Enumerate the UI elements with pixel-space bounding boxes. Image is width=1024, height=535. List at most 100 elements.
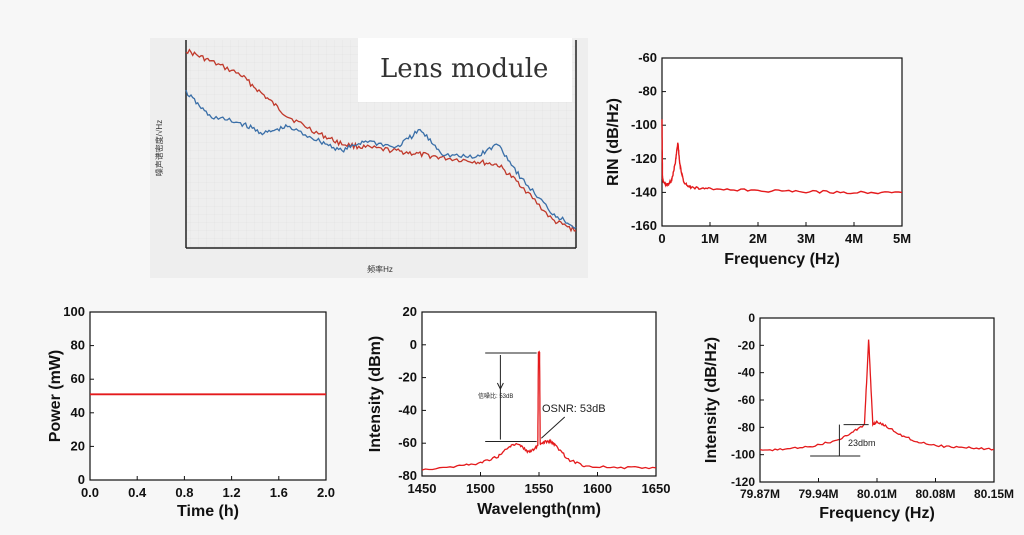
osa-data-point [457,466,458,467]
power-x-tick-label: 1.2 [223,485,241,500]
rf-data-point [876,421,877,422]
rin-x-tick-label: 5M [893,231,911,246]
rf-x-tick-label: 79.94M [798,487,838,501]
osa-y-tick-label: 0 [410,337,417,352]
rf-data-point [835,440,836,441]
rf-data-point [759,450,760,451]
osa-x-label: Wavelength(nm) [477,501,601,518]
rf-x-tick-label: 80.15M [974,487,1014,501]
rin-data-point [666,185,667,186]
osa-data-point [655,467,656,468]
rin-data-point [663,182,664,183]
rin-data-point [661,120,662,121]
noise-data-point [396,147,397,148]
power-y-tick-label: 20 [71,438,85,453]
rf-y-label: Intensity (dB/Hz) [703,337,720,463]
osa-data-point [517,443,518,444]
noise-data-point [474,157,475,158]
rin-data-point [853,192,854,193]
osa-series-spectrum-line [421,350,657,471]
rin-frame [661,57,903,227]
osa-data-point [568,459,569,460]
rf-data-point [784,449,785,450]
noise-series-blue-line [185,89,577,230]
power-data-point [325,394,326,395]
rf-data-point [885,425,886,426]
noise-data-point [185,91,186,92]
osa-y-tick-label: -60 [398,435,417,450]
rf-data-point [901,435,902,436]
spectrum-chart: 1450 1500 1550 1600 1650 -80 -60 -40 -20 0 20 Wavel… [360,300,670,530]
rin-y-label: RIN (dB/Hz) [605,98,622,186]
rin-x-tick-label: 2M [749,231,767,246]
noise-data-point [209,116,210,117]
osa-data-point [537,444,538,445]
osa-y-tick-label: -80 [398,468,417,483]
noise-data-point [209,60,210,61]
noise-data-point [318,140,319,141]
rin-data-point [709,188,710,189]
osa-data-point [421,469,422,470]
rf-spectrum-svg: 79.87M 79.94M 80.01M 80.08M 80.15M -120 -100 -8… [703,311,1014,522]
lens-module-label: Lens module [380,54,549,84]
power-chart: 0.0 0.4 0.8 1.2 1.6 2.0 0 20 40 60 80 100 Time (h) Po… [40,300,340,530]
rin-x-tick-label: 3M [797,231,815,246]
osa-data-point [585,466,586,467]
power-y-tick-label: 60 [71,371,85,386]
osa-y-label: Intensity (dBm) [367,336,384,452]
rf-y-tick-label: -20 [738,338,756,352]
rf-y-tick-label: -100 [731,448,755,462]
osa-x-tick-label: 1600 [583,481,612,496]
noise-data-point [263,95,264,96]
rf-series-rf-line [759,339,995,452]
rin-y-tick-label: -60 [638,50,657,65]
osnr-leader-line [541,416,566,439]
rin-x-tick-label: 0 [658,231,665,246]
rin-data-point [671,180,672,181]
power-x-label: Time (h) [177,503,239,520]
power-data-point [89,394,90,395]
noise-data-point [185,50,186,51]
rin-chart: 0 1M 2M 3M 4M 5M -160 -140 -120 -100 -80 -60 Frequen… [590,40,920,280]
spectrum-svg: 1450 1500 1550 1600 1650 -80 -60 -40 -20 0 20 Wavel… [367,304,670,518]
rin-data-point [675,162,676,163]
osnr-arrow-head [496,382,504,391]
rin-x-label: Frequency (Hz) [724,251,840,268]
noise-data-point [396,150,397,151]
noise-y-label: 噪声谱密度/√Hz [154,120,164,176]
noise-data-point [474,161,475,162]
osa-data-point [534,449,535,450]
power-x-tick-label: 2.0 [317,485,335,500]
osa-data-point [538,352,539,353]
osnr-side-annotation: 信噪比: 53dB [478,392,513,400]
rf-data-point [868,339,869,340]
osa-data-point [556,446,557,447]
osa-data-point [509,446,510,447]
osa-frame [421,311,657,477]
power-y-tick-label: 100 [63,304,85,319]
osa-x-tick-label: 1450 [408,481,437,496]
rin-x-tick-label: 4M [845,231,863,246]
rin-data-point [757,190,758,191]
osa-x-tick-label: 1650 [642,481,670,496]
rf-x-tick-label: 80.01M [857,487,897,501]
power-frame [89,311,327,481]
rin-data-point [690,187,691,188]
noise-data-point [552,220,553,221]
noise-data-point [521,185,522,186]
osa-y-tick-label: 20 [403,304,417,319]
rf-gap-annotation: 23dbm [848,438,876,448]
noise-data-point [341,143,342,144]
noise-data-point [287,116,288,117]
osa-data-point [497,456,498,457]
noise-data-point [552,213,553,214]
power-x-tick-label: 0.8 [175,485,193,500]
power-x-tick-label: 0.4 [128,485,147,500]
osa-x-tick-label: 1550 [525,481,554,496]
rin-data-point [662,177,663,178]
rf-data-point [872,424,873,425]
rf-y-tick-label: -80 [738,420,756,434]
rf-data-point [968,447,969,448]
rf-data-point [918,442,919,443]
osa-y-tick-label: -40 [398,402,417,417]
